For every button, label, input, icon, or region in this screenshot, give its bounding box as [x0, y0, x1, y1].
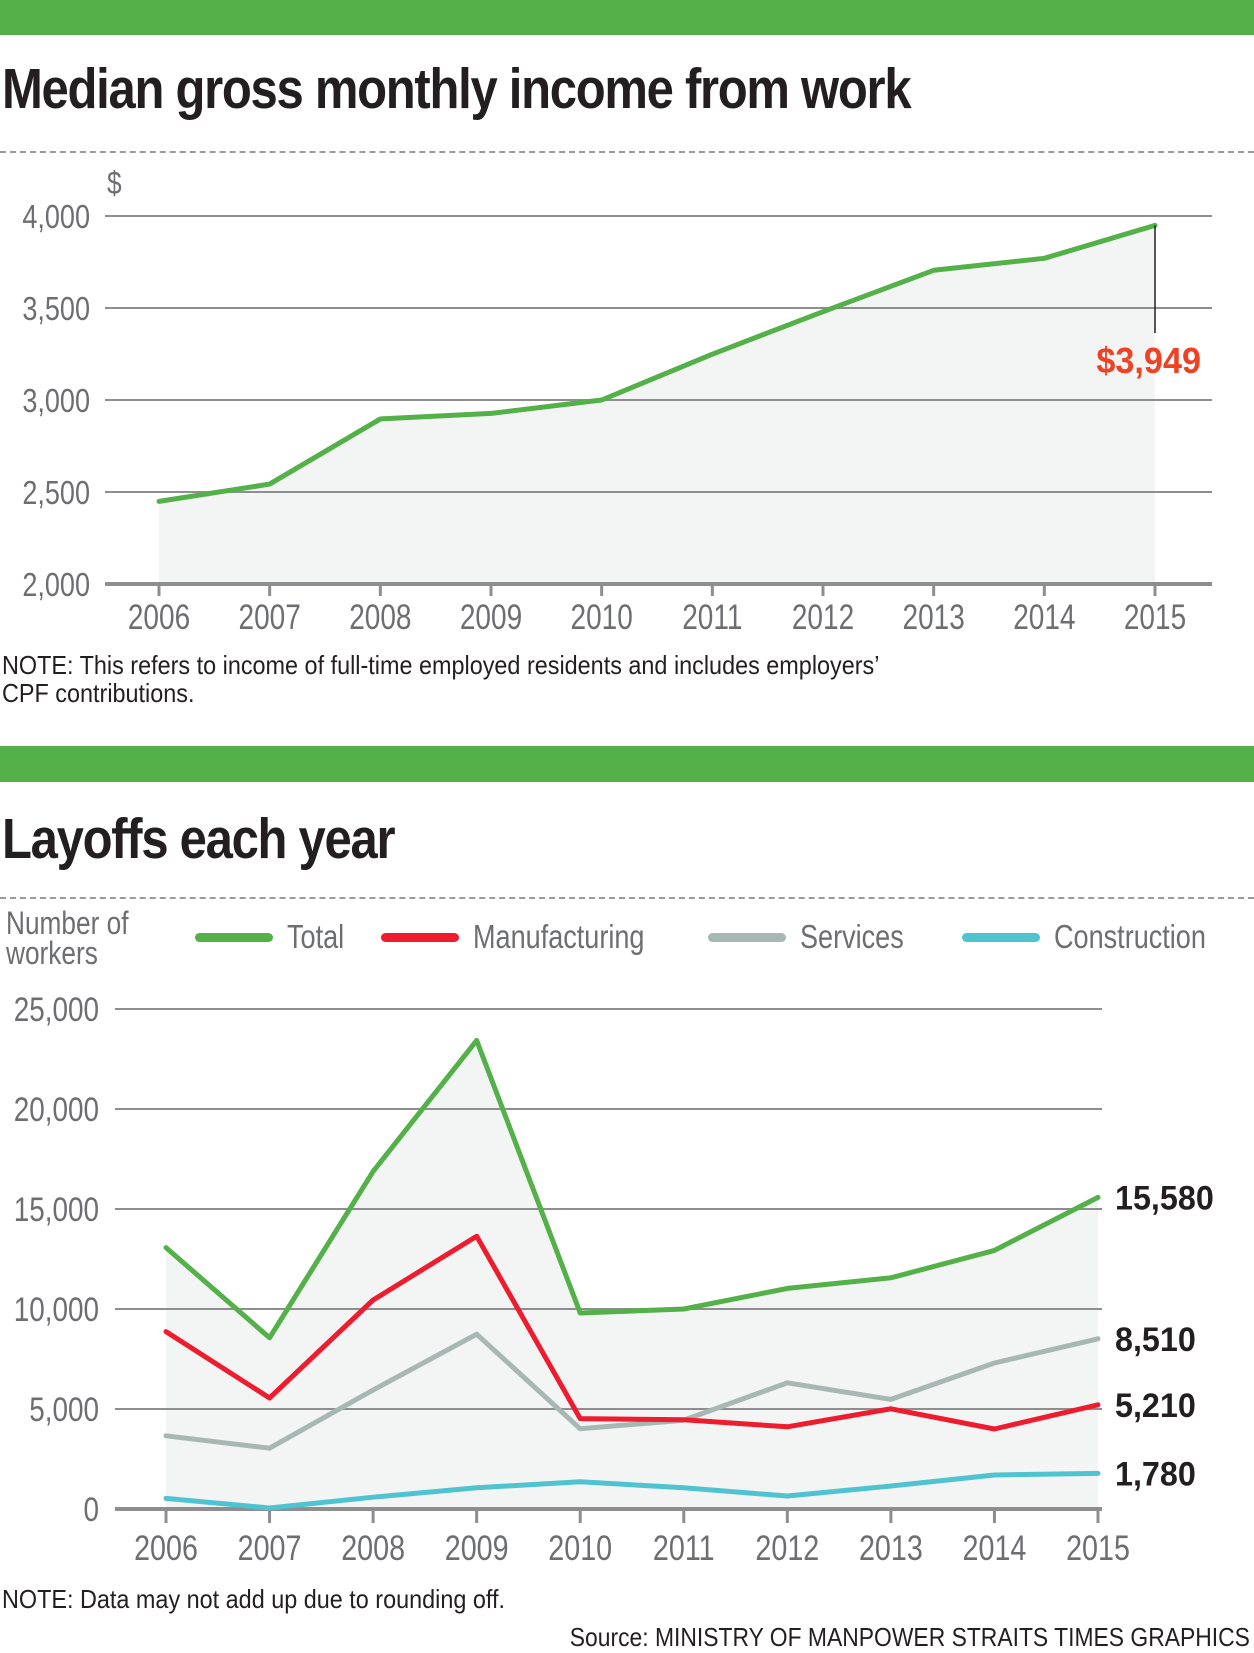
section-header-bar-layoffs	[0, 746, 1254, 782]
income-series-line	[156, 222, 1158, 504]
layoffs-x-tick-label: 2006	[134, 1528, 198, 1567]
layoffs-x-tick-label: 2009	[445, 1528, 509, 1567]
income-chart-note: NOTE: This refers to income of full-time…	[2, 651, 879, 707]
layoffs-line-construction	[163, 1470, 1101, 1511]
layoffs-x-tick-label: 2010	[548, 1528, 612, 1567]
income-y-axis-unit: $	[107, 165, 122, 201]
income-note-line-2: CPF contributions.	[2, 678, 195, 708]
legend-swatch-services	[707, 932, 786, 942]
layoffs-x-tick-label: 2007	[238, 1528, 302, 1567]
layoffs-y-tick-label: 20,000	[14, 1090, 99, 1128]
layoffs-y-tick-label: 0	[83, 1490, 99, 1528]
income-x-tick-label: 2011	[682, 597, 742, 637]
layoffs-end-label-construction: 1,780	[1115, 1456, 1196, 1494]
layoffs-x-tick-label: 2013	[859, 1528, 923, 1567]
legend-item-services: Services	[707, 918, 927, 956]
source-credit: Source: MINISTRY OF MANPOWER STRAITS TIM…	[569, 1622, 1250, 1652]
layoffs-x-tick-label: 2012	[755, 1528, 819, 1567]
layoffs-end-label-total: 15,580	[1115, 1180, 1214, 1218]
income-y-tick-label: 2,000	[22, 568, 90, 604]
income-x-tick-label: 2009	[460, 597, 522, 637]
income-y-tick-label: 3,500	[22, 292, 90, 328]
layoffs-line-manufacturing	[163, 1233, 1101, 1432]
layoffs-y-axis-label-line-1: Number of	[6, 905, 129, 941]
income-x-tick-label: 2006	[128, 597, 190, 637]
layoffs-y-tick-label: 15,000	[14, 1190, 99, 1228]
legend-item-manufacturing: Manufacturing	[380, 918, 682, 956]
layoffs-x-tick-label: 2014	[963, 1528, 1027, 1567]
legend-item-total: Total	[195, 918, 357, 956]
legend-swatch-manufacturing	[380, 932, 459, 942]
layoffs-x-tick-label: 2008	[341, 1528, 405, 1567]
layoffs-y-axis-label: Number of workers	[6, 905, 129, 971]
legend-swatch-total	[195, 932, 273, 942]
layoffs-y-axis-label-line-2: workers	[6, 935, 98, 971]
layoffs-chart-note: NOTE: Data may not add up due to roundin…	[2, 1584, 505, 1614]
layoffs-x-tick-label: 2015	[1066, 1528, 1130, 1567]
layoffs-chart-title: Layoffs each year	[2, 807, 396, 871]
income-x-tick-label: 2010	[571, 597, 633, 637]
layoffs-y-tick-label: 5,000	[29, 1390, 99, 1428]
income-chart: 2,000 2,500 3,000 3,500 4,000 2006 2007 2008 200…	[22, 200, 1212, 637]
income-x-tick-label: 2008	[349, 597, 411, 637]
income-annotation-label: $3,949	[1096, 341, 1201, 381]
layoffs-line-total	[163, 1037, 1101, 1341]
income-note-line-1: NOTE: This refers to income of full-time…	[2, 650, 880, 680]
income-y-tick-label: 3,000	[22, 384, 90, 420]
income-x-tick-label: 2014	[1013, 597, 1075, 637]
layoffs-y-tick-label: 25,000	[14, 990, 99, 1028]
legend-item-construction: Construction	[962, 918, 1239, 956]
legend-label-services: Services	[799, 918, 904, 955]
income-x-tick-label: 2007	[239, 597, 301, 637]
income-y-tick-label: 4,000	[22, 200, 90, 236]
income-x-tick-label: 2015	[1124, 597, 1186, 637]
layoffs-title-divider	[0, 897, 1254, 899]
income-x-tick-label: 2012	[792, 597, 854, 637]
layoffs-x-tick-label: 2011	[653, 1528, 715, 1567]
income-title-divider	[0, 151, 1254, 153]
layoffs-area-fill	[166, 1040, 1098, 1509]
legend-label-total: Total	[287, 918, 345, 955]
legend-label-manufacturing: Manufacturing	[472, 918, 645, 955]
section-header-bar-income	[0, 0, 1254, 35]
layoffs-end-label-services: 8,510	[1115, 1321, 1196, 1359]
layoffs-end-label-manufacturing: 5,210	[1115, 1387, 1196, 1425]
layoffs-y-tick-label: 10,000	[14, 1290, 99, 1328]
income-x-tick-label: 2013	[903, 597, 965, 637]
income-area-fill	[159, 225, 1155, 584]
income-chart-title: Median gross monthly income from work	[2, 57, 912, 121]
legend-swatch-construction	[962, 932, 1041, 942]
layoffs-line-services	[163, 1331, 1101, 1451]
legend-label-construction: Construction	[1054, 918, 1207, 955]
income-y-tick-label: 2,500	[22, 476, 90, 512]
layoffs-legend: Total Manufacturing Services Constructio…	[195, 918, 1254, 956]
